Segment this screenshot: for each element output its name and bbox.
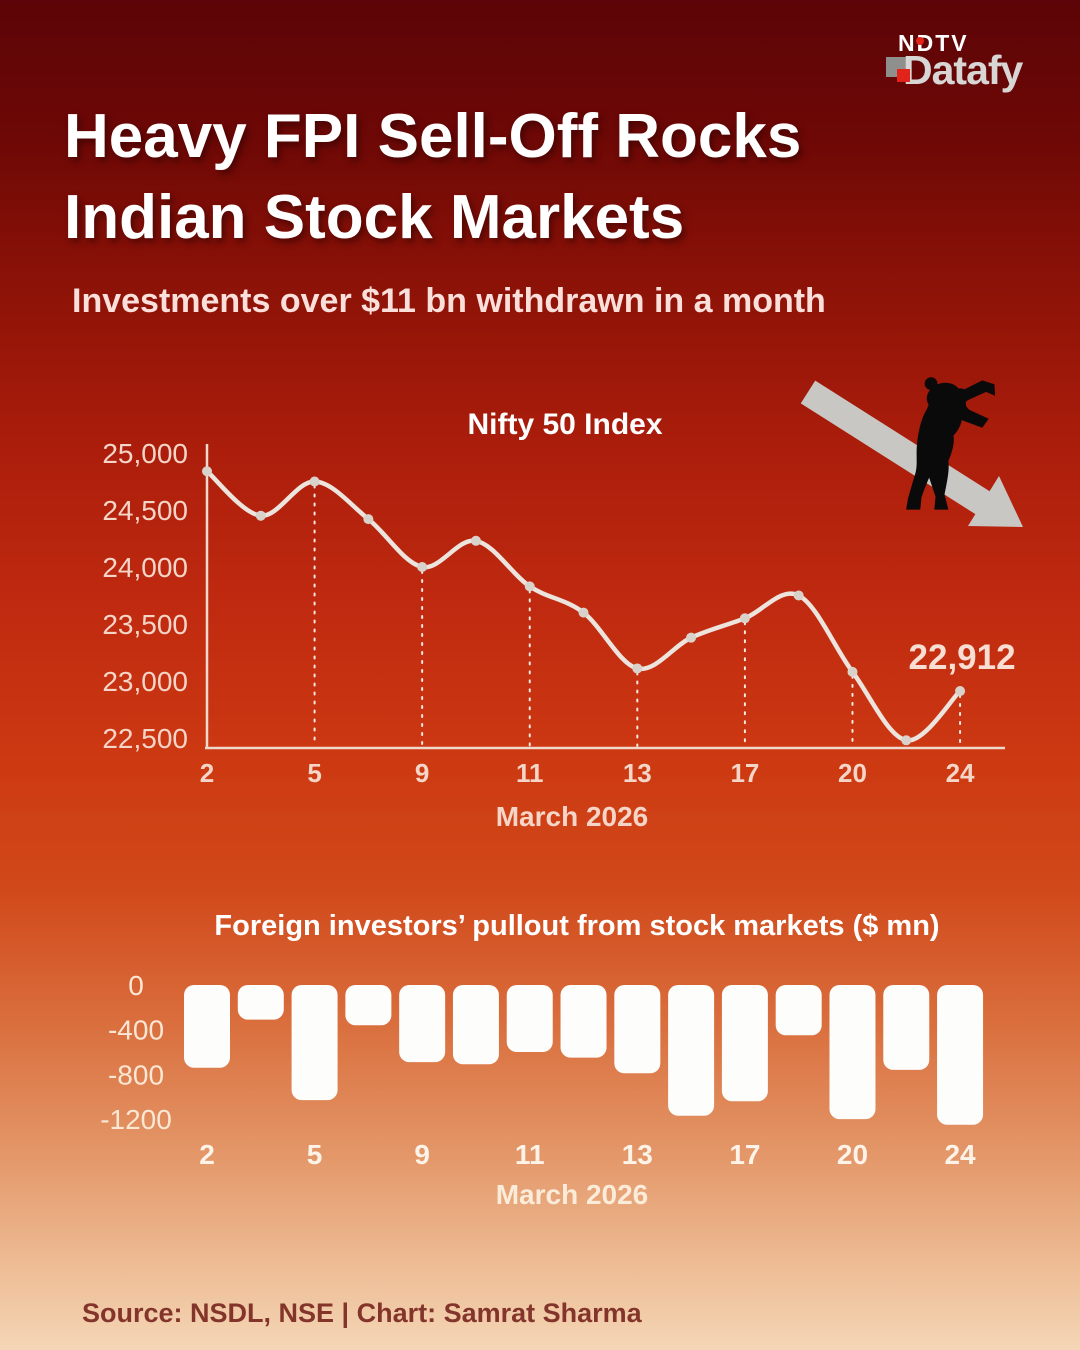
page-title-line-2: Indian Stock Markets [64,183,685,252]
bar-x-tick-label: 20 [837,1139,868,1170]
pullout-bar [399,985,446,1063]
x-tick-label: 11 [516,758,544,788]
pullout-bar [775,985,822,1036]
logo-red-square-icon [897,69,910,82]
bar-x-axis-labels: 2 5 9 11 13 17 20 24 [199,1139,976,1170]
page-subtitle: Investments over $11 bn withdrawn in a m… [72,282,826,320]
fpi-bar-chart: 0 -400 -800 -1200 2 5 9 11 13 17 20 24 March 2026 [100,970,984,1210]
page-title: Heavy FPI Sell-Off Rocks Indian Stock Ma… [64,96,801,258]
data-point-dot [417,562,428,572]
data-point-dot [255,510,266,521]
pullout-bar [560,985,607,1058]
pullout-bar [614,985,661,1074]
data-point-dot [955,686,966,697]
x-axis-title: March 2026 [496,801,649,832]
y-tick-label: 24,500 [102,495,188,526]
ndtv-datafy-logo: NDTV Datafy [886,30,1066,105]
x-tick-label: 24 [946,758,975,788]
bar-y-tick-label: -1200 [100,1104,172,1135]
data-point-dot [363,514,374,525]
data-point-dot [793,590,804,601]
data-point-dot [847,666,858,677]
x-tick-label: 2 [200,758,214,788]
bar-x-axis-title: March 2026 [496,1179,649,1210]
pullout-bar [237,985,284,1020]
y-axis-labels: 25,000 24,500 24,000 23,500 23,000 22,500 [102,438,188,754]
data-point-dot [632,663,643,674]
data-point-dot [686,632,697,643]
bar-x-tick-label: 9 [414,1139,430,1170]
data-point-dot [309,476,320,487]
pullout-bar [721,985,768,1102]
pullout-bar [506,985,553,1052]
bar-x-tick-label: 2 [199,1139,215,1170]
line-point-dots [202,466,966,746]
footer-credit: Source: NSDL, NSE | Chart: Samrat Sharma [82,1298,642,1328]
dashed-guides [313,484,962,747]
pullout-bar [184,985,230,1068]
pullout-bar [829,985,876,1120]
data-point-dot [578,607,589,618]
x-tick-label: 20 [838,758,867,788]
x-tick-label: 9 [415,758,429,788]
data-point-dot [524,581,535,592]
pullout-bar [291,985,338,1101]
x-tick-label: 17 [730,758,759,788]
x-tick-label: 5 [307,758,321,788]
y-tick-label: 23,500 [102,609,188,640]
bar-y-tick-label: -400 [108,1015,164,1046]
bar-y-tick-label: -800 [108,1059,164,1090]
pullout-bar [452,985,499,1065]
data-point-dot [470,535,481,546]
data-point-dot [901,735,912,746]
bar-x-tick-label: 11 [515,1139,545,1170]
bar-x-tick-label: 13 [622,1139,653,1170]
x-axis-labels: 2 5 9 11 13 17 20 24 [200,758,975,788]
data-point-dot [202,466,212,477]
nifty-line-chart: 25,000 24,500 24,000 23,500 23,000 22,500 2 5 9 1… [102,438,1016,832]
data-point-dot [739,613,750,624]
pullout-bar [937,985,984,1125]
bar-chart-title: Foreign investors’ pullout from stock ma… [214,910,940,942]
page-title-line-1: Heavy FPI Sell-Off Rocks [64,102,802,171]
pullout-bar [883,985,930,1070]
nifty-chart-title: Nifty 50 Index [467,408,663,441]
x-tick-label: 13 [623,758,652,788]
logo-red-dot-icon [916,37,924,45]
y-tick-label: 22,500 [102,723,188,754]
bear-icon [906,377,996,510]
bar-x-tick-label: 5 [307,1139,323,1170]
down-arrow-icon [800,380,1023,527]
bar-y-tick-label: 0 [128,970,144,1001]
nifty-line-series [204,468,963,743]
y-tick-label: 24,000 [102,552,188,583]
pullout-bar [345,985,392,1026]
datafy-wordmark: Datafy [903,47,1023,93]
bar-y-axis-labels: 0 -400 -800 -1200 [100,970,172,1135]
pullout-bars [184,985,984,1125]
bar-x-tick-label: 17 [729,1139,760,1170]
last-value-annotation: 22,912 [909,638,1016,677]
bar-x-tick-label: 24 [944,1139,976,1170]
ndtv-wordmark: NDTV [898,30,969,56]
y-tick-label: 23,000 [102,666,188,697]
bear-arrow-graphic [800,377,1023,527]
y-tick-label: 25,000 [102,438,188,469]
pullout-bar [668,985,715,1116]
